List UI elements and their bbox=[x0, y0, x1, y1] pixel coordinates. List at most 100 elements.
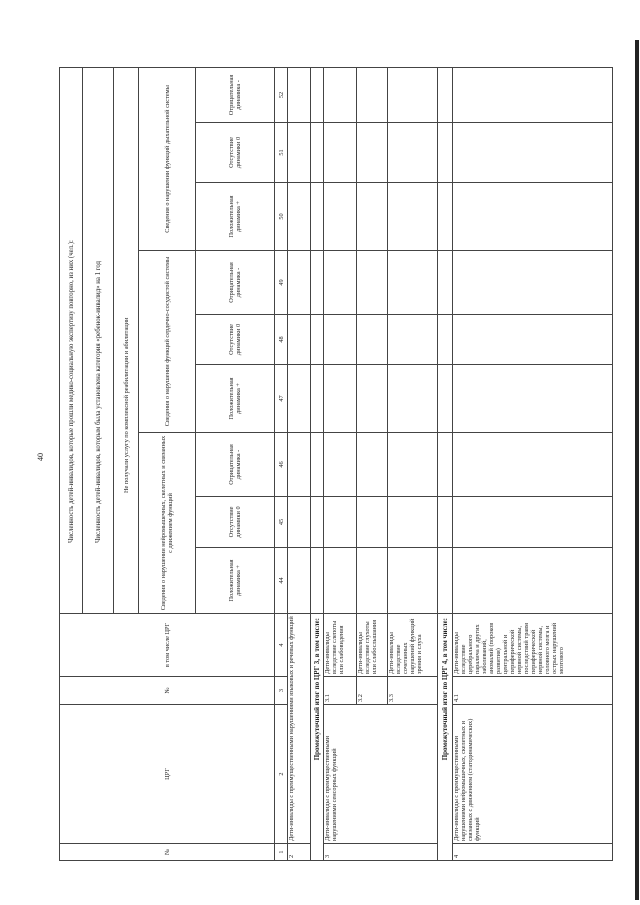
dynamics-none: Отсутствие динамики 0 bbox=[195, 314, 275, 365]
data-cell bbox=[356, 364, 388, 433]
data-cell bbox=[310, 122, 324, 183]
data-cell bbox=[437, 496, 453, 548]
data-cell bbox=[310, 547, 324, 614]
scan-edge bbox=[635, 40, 639, 900]
col-number: 50 bbox=[274, 182, 288, 251]
data-cell bbox=[287, 250, 311, 315]
row-crg: Дети-инвалиды с преимущественными наруше… bbox=[287, 613, 311, 844]
header-crg: ЦРГ bbox=[59, 704, 275, 844]
row-no: 2 bbox=[287, 843, 311, 861]
col-number: 46 bbox=[274, 432, 288, 497]
data-cell bbox=[356, 547, 388, 614]
dynamics-negative: Отрицательная динамика - bbox=[195, 432, 275, 497]
data-cell bbox=[452, 122, 613, 183]
data-cell bbox=[287, 364, 311, 433]
row-sub-no: 3.3 bbox=[387, 676, 438, 705]
row-sub-no: 3.1 bbox=[323, 676, 357, 705]
column-number-row: 1 2 3 4 44 45 46 47 48 49 50 51 52 bbox=[274, 67, 288, 861]
row-no: 3 bbox=[323, 843, 438, 861]
data-cell bbox=[323, 122, 357, 183]
header-sub-no: № bbox=[59, 676, 275, 705]
data-cell bbox=[452, 432, 613, 497]
data-cell bbox=[323, 67, 357, 123]
row-sub-crg: Дети-инвалиды вследствие церебрального п… bbox=[452, 613, 613, 677]
col-number: 48 bbox=[274, 314, 288, 365]
data-cell bbox=[387, 314, 438, 365]
data-cell bbox=[452, 182, 613, 251]
data-cell bbox=[287, 314, 311, 365]
data-cell bbox=[437, 250, 453, 315]
data-cell bbox=[287, 182, 311, 251]
data-cell bbox=[287, 67, 311, 123]
header-row2: Численность детей-инвалидов, которым был… bbox=[82, 67, 114, 614]
data-cell bbox=[310, 496, 324, 548]
row-sub-no: 4.1 bbox=[452, 676, 613, 705]
data-cell bbox=[323, 547, 357, 614]
data-cell bbox=[437, 67, 453, 123]
data-cell bbox=[387, 432, 438, 497]
table-row: 4 Дети-инвалиды с преимущественными нару… bbox=[452, 67, 613, 861]
col-number: 52 bbox=[274, 67, 288, 123]
dynamics-positive: Положительная динамика + bbox=[195, 182, 275, 251]
col-number: 3 bbox=[274, 676, 288, 705]
col-number: 1 bbox=[274, 843, 288, 861]
row-sub-crg: Дети-инвалиды вследствие глухоты или сла… bbox=[356, 613, 388, 677]
header-row1: Численность детей-инвалидов, которые про… bbox=[59, 67, 83, 614]
data-cell bbox=[287, 432, 311, 497]
dynamics-positive: Положительная динамика + bbox=[195, 547, 275, 614]
data-cell bbox=[437, 547, 453, 614]
row-sub-no: 3.2 bbox=[356, 676, 388, 705]
group-cardiovascular: Сведения о нарушении функций сердечно-со… bbox=[138, 250, 196, 433]
data-cell bbox=[387, 122, 438, 183]
data-cell bbox=[356, 122, 388, 183]
dynamics-none: Отсутствие динамики 0 bbox=[195, 496, 275, 548]
data-cell bbox=[323, 314, 357, 365]
header-no: № bbox=[59, 843, 275, 861]
col-number: 45 bbox=[274, 496, 288, 548]
data-cell bbox=[437, 182, 453, 251]
row-crg: Дети-инвалиды с преимущественными наруше… bbox=[452, 704, 613, 844]
col-number: 51 bbox=[274, 122, 288, 183]
data-cell bbox=[356, 496, 388, 548]
data-cell bbox=[387, 496, 438, 548]
data-cell bbox=[310, 314, 324, 365]
data-cell bbox=[437, 314, 453, 365]
col-number: 4 bbox=[274, 613, 288, 677]
subtotal-row: Промежуточный итог по ЦРГ 4, в том числе… bbox=[437, 67, 453, 861]
row-sub-crg: Дети-инвалиды вследствие слепоты или сла… bbox=[323, 613, 357, 677]
data-cell bbox=[287, 496, 311, 548]
row-sub-crg: Дети-инвалиды вследствие сочетанных нару… bbox=[387, 613, 438, 677]
dynamics-negative: Отрицательная динамика - bbox=[195, 67, 275, 123]
data-cell bbox=[310, 432, 324, 497]
data-cell bbox=[387, 364, 438, 433]
data-cell bbox=[287, 122, 311, 183]
data-cell bbox=[387, 250, 438, 315]
table-row: 2 Дети-инвалиды с преимущественными нару… bbox=[287, 67, 311, 861]
table-row: 3 Дети-инвалиды с преимущественными нару… bbox=[323, 67, 438, 861]
data-cell bbox=[437, 432, 453, 497]
col-number: 47 bbox=[274, 364, 288, 433]
data-cell bbox=[356, 67, 388, 123]
group-neuromuscular: Сведения о нарушении нейромышечных, скел… bbox=[138, 432, 196, 614]
data-cell bbox=[452, 364, 613, 433]
group-respiratory: Сведения о нарушении функций дыхательной… bbox=[138, 67, 196, 251]
dynamics-none: Отсутствие динамики 0 bbox=[195, 122, 275, 183]
subtotal-label: Промежуточный итог по ЦРГ 4, в том числе… bbox=[437, 613, 453, 861]
data-cell bbox=[356, 250, 388, 315]
data-cell bbox=[323, 496, 357, 548]
data-cell bbox=[452, 250, 613, 315]
data-cell bbox=[310, 182, 324, 251]
data-cell bbox=[387, 547, 438, 614]
data-cell bbox=[452, 67, 613, 123]
data-cell bbox=[452, 496, 613, 548]
col-number: 49 bbox=[274, 250, 288, 315]
data-cell bbox=[310, 67, 324, 123]
data-cell bbox=[323, 250, 357, 315]
data-cell bbox=[323, 432, 357, 497]
data-cell bbox=[310, 364, 324, 433]
dynamics-negative: Отрицательная динамика - bbox=[195, 250, 275, 315]
header-row3: Не получали услугу по комплексной реабил… bbox=[113, 67, 139, 614]
subtotal-label: Промежуточный итог по ЦРГ 3, в том числе… bbox=[310, 613, 324, 861]
data-cell bbox=[437, 364, 453, 433]
data-cell bbox=[356, 432, 388, 497]
